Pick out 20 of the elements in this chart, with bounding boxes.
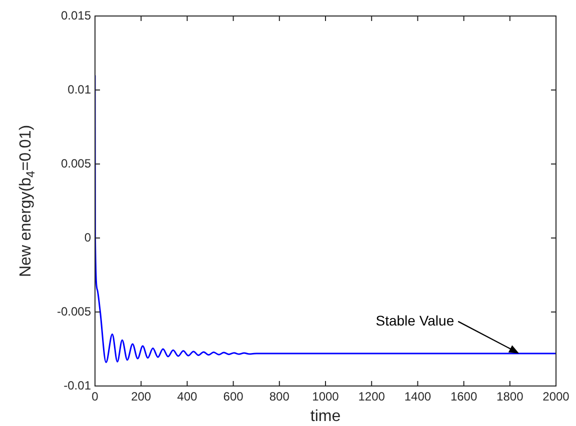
y-tick-label: 0.005 bbox=[60, 156, 92, 170]
x-tick-label: 1200 bbox=[358, 390, 386, 404]
x-tick-label: 200 bbox=[131, 390, 152, 404]
x-tick-label: 600 bbox=[223, 390, 244, 404]
x-axis-title: time bbox=[310, 408, 341, 425]
y-tick-label: -0.01 bbox=[64, 378, 92, 392]
x-tick-label: 1800 bbox=[496, 390, 524, 404]
x-tick-label: 1000 bbox=[312, 390, 340, 404]
y-tick-label: 0.01 bbox=[68, 82, 92, 96]
y-tick-label: -0.005 bbox=[56, 304, 92, 318]
annotation: Stable Value bbox=[376, 312, 454, 328]
x-tick-label: 400 bbox=[177, 390, 198, 404]
y-tick-label: 0.015 bbox=[60, 8, 92, 22]
line-series bbox=[95, 74, 556, 364]
y-tick-label: 0 bbox=[84, 230, 92, 244]
y-axis-title: New energy(b4=0.01) bbox=[17, 124, 38, 278]
x-tick-label: 2000 bbox=[542, 390, 570, 404]
x-tick-label: 800 bbox=[269, 390, 290, 404]
x-tick-label: 1600 bbox=[450, 390, 478, 404]
x-tick-label: 1400 bbox=[404, 390, 432, 404]
